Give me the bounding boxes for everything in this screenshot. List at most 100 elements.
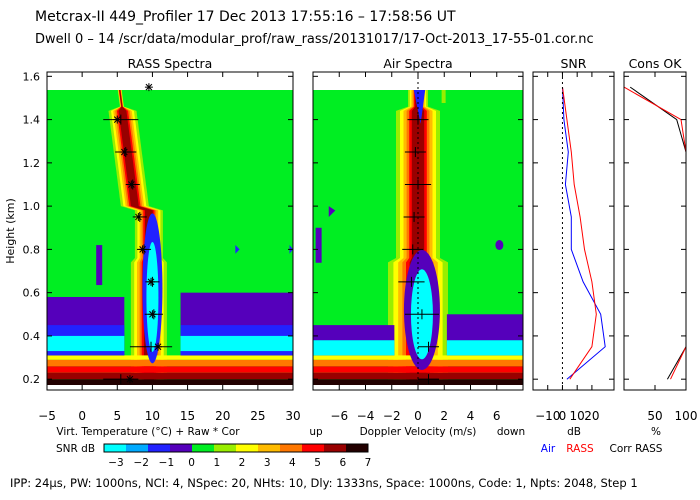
air-x-label-down: down [497,426,525,438]
rass-cor-point [154,342,163,351]
plot-title: Metcrax-II 449_Profiler 17 Dec 2013 17:5… [35,9,456,25]
air-point [404,309,439,320]
rass-cor-point [144,83,153,92]
y-tick-label: 0.4 [23,330,41,343]
colorbar-swatch [126,444,148,452]
colorbar-tick-label: 2 [239,457,246,469]
footer-parameters: IPP: 24μs, PW: 1000ns, NCI: 4, NSpec: 20… [10,476,638,490]
air-point [404,147,426,158]
rass-spectra-x-tick-label: 0 [78,409,86,423]
heatmap-band [47,355,293,360]
heatmap-region [413,90,426,124]
cons-ok-x-tick-label: 50 [647,409,662,423]
colorbar-tick-label: 1 [213,457,220,469]
rass-cor-point [125,375,134,384]
heatmap-band [47,379,293,385]
colorbar-swatch [302,444,324,452]
air-spectra-x-tick-label: 4 [467,409,475,423]
star-stroke [120,148,128,156]
star-stroke [147,278,155,286]
rass-spectra-x-tick-label: 5 [113,409,121,423]
star-stroke [126,375,134,383]
star-stroke [113,116,121,123]
y-tick-label: 1.4 [23,114,41,127]
heatmap-region [441,90,446,103]
rass-spectra-x-tick-label: 10 [145,409,160,423]
cons-x-axis-label: % [651,426,661,438]
snr-frame [532,71,615,391]
y-tick-label: 0.8 [23,243,41,256]
snr-x-tick-label: −10 [535,409,560,423]
air-spectra-title: Air Spectra [383,56,452,71]
colorbar-tick-label: 3 [264,457,271,469]
star-stroke [145,83,153,91]
air-point [418,374,439,385]
rass-spectra-x-tick-label: 20 [215,409,230,423]
rass-spectra-heatmap [47,90,293,385]
colorbar-tick-label: −1 [159,457,174,469]
rass-x-axis-label: Virt. Temperature (°C) + Raw * Cor [56,426,240,438]
colorbar-frame [103,443,369,453]
rass-cor-point [127,180,136,189]
colorbar-swatch [170,444,192,452]
y-tick-label: 1.2 [23,157,41,170]
colorbar-tick-label: 6 [339,457,346,469]
rass-cor-point [120,148,129,157]
air-spectra-x-tick-label: 6 [493,409,501,423]
y-tick-label: 1.6 [23,70,41,83]
rass-raw-point [129,341,173,352]
legend-air: Air [541,443,556,455]
rass-spectra-x-tick-label: 25 [250,409,265,423]
air-spectra-x-tick-label: 0 [414,409,422,423]
star-stroke [127,181,135,188]
y-axis-label: Height (km) [4,198,17,264]
air-x-label-up: up [309,426,323,438]
colorbar-swatch [280,444,302,452]
heatmap-core [146,241,159,352]
colorbar-swatch [346,444,368,452]
y-tick-label: 1.0 [23,200,41,213]
dwell-info: Dwell 0 – 14 /scr/data/modular_prof/raw_… [35,32,594,47]
heatmap-region [313,340,395,356]
colorbar-swatch [324,444,346,452]
star-stroke [135,213,142,221]
colorbar-title: SNR dB [56,443,95,455]
snr-title: SNR [561,56,587,71]
air-point [418,341,439,352]
cons-ok-title: Cons OK [629,56,683,71]
rass-spectra-frame [46,71,294,391]
heatmap-region [446,340,523,356]
heatmap-band [47,372,293,380]
heatmap-band [47,359,293,367]
air-spectra-x-tick-label: −6 [330,409,348,423]
colorbar-swatch [258,444,280,452]
cons-ok-x-tick-label: 100 [675,409,698,423]
cons-air-line [629,86,687,380]
heatmap-region [235,245,240,254]
rass-cor-point [148,310,157,319]
colorbar-tick-label: 0 [188,457,195,469]
colorbar-tick-label: 4 [289,457,296,469]
rass-spectra-x-tick-label: −5 [38,409,56,423]
colorbar-tick-label: 7 [365,457,372,469]
heatmap-band [313,372,523,380]
air-spectra-x-tick-label: −4 [357,409,375,423]
air-spectra-x-tick-label: 2 [440,409,448,423]
colorbar-swatch [192,444,214,452]
colorbar-swatch [104,444,126,452]
air-point [402,244,424,255]
heatmap-region [96,245,103,286]
star-stroke [139,246,146,253]
snr-x-tick-label: 0 [559,409,567,423]
colorbar-swatch [148,444,170,452]
snr-rass-line [562,87,597,380]
heatmap-band [47,366,293,373]
heatmap-region [180,335,293,352]
heatmap-region [47,335,125,352]
snr-x-tick-label: 20 [584,409,599,423]
rass-cor-point [113,115,122,124]
heatmap-region [495,240,504,251]
y-tick-label: 0.6 [23,287,41,300]
rass-spectra-title: RASS Spectra [128,56,213,71]
